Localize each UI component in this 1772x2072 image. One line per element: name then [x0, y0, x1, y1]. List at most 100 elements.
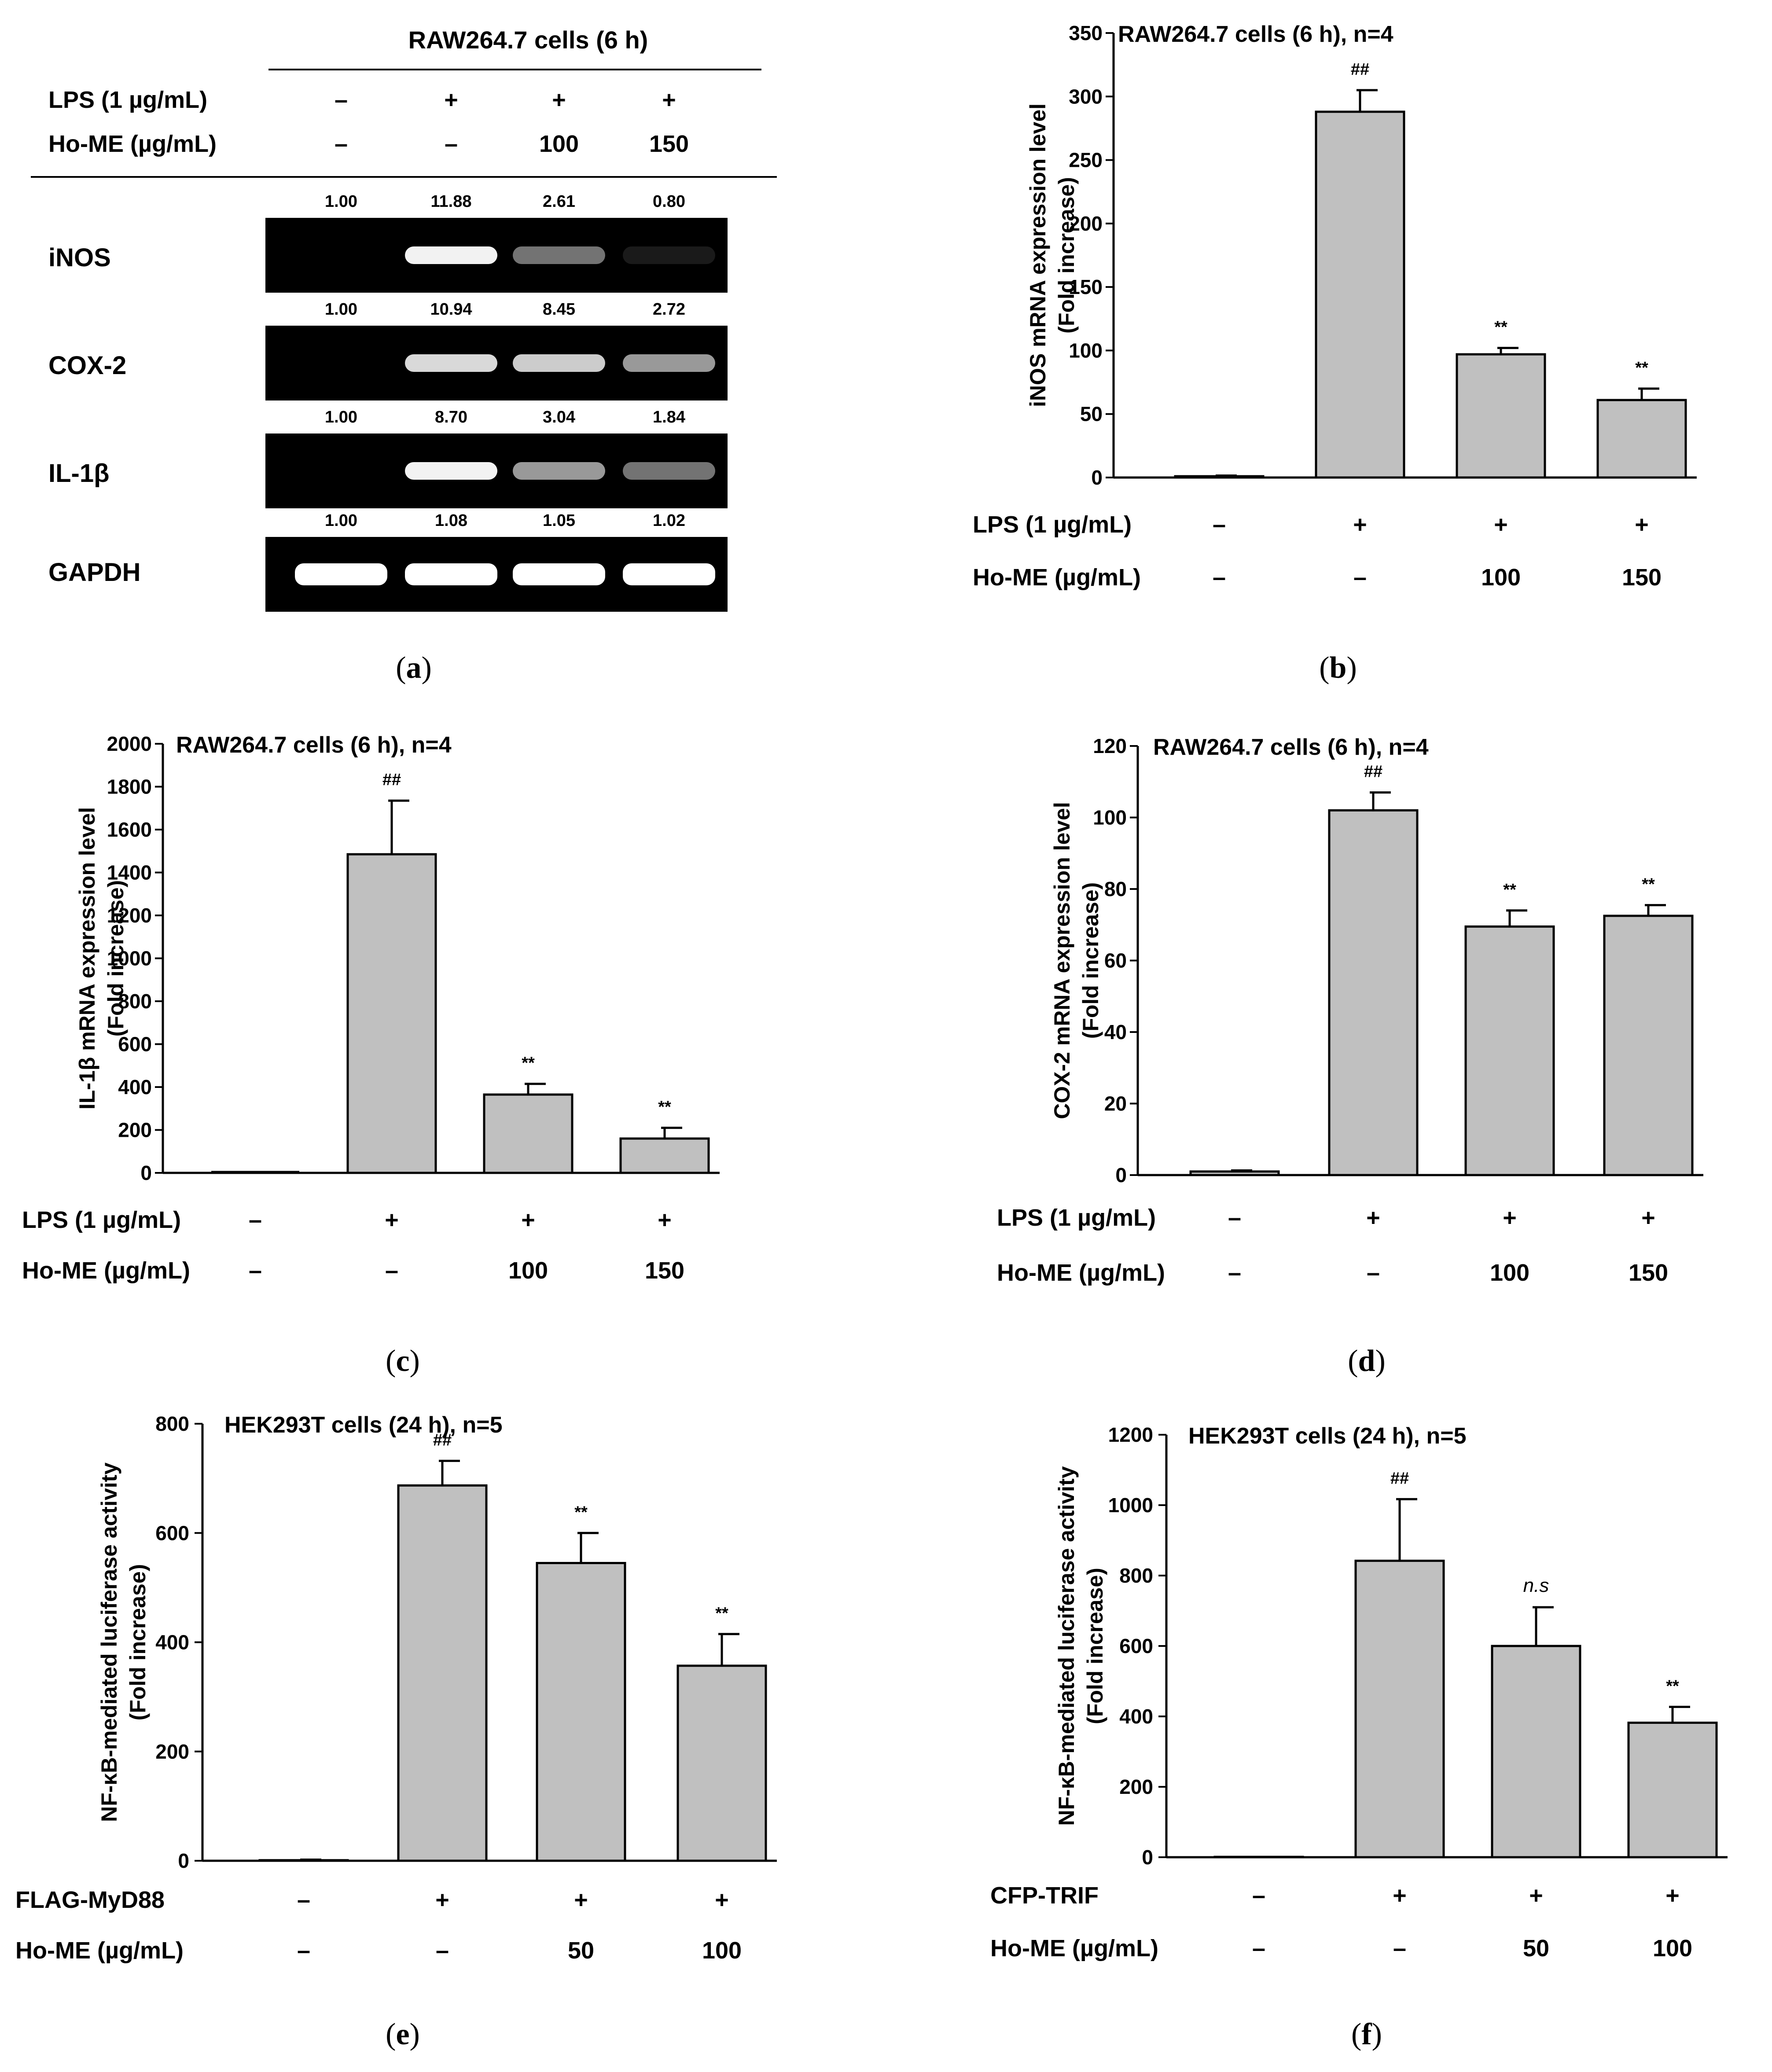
panel-caption: (c) — [386, 1344, 420, 1378]
chart-title: HEK293T cells (24 h), n=5 — [224, 1412, 503, 1438]
treatment-label: Ho-ME (µg/mL) — [15, 1937, 184, 1964]
panel-a-ratio-value: 1.00 — [325, 408, 357, 426]
panel-a-band — [513, 354, 605, 372]
panel-a-ratio-value: 0.80 — [653, 192, 685, 211]
y-tick-label: 150 — [1069, 276, 1103, 298]
panel-a-ratio-value: 1.08 — [435, 511, 467, 530]
panel-a-ratio-value: 1.00 — [325, 511, 357, 530]
panel-a-gene-label: COX-2 — [48, 351, 126, 380]
y-tick-label: 200 — [1069, 212, 1103, 235]
treatment-value: + — [1366, 1205, 1380, 1231]
y-tick-label: 1600 — [107, 818, 152, 841]
treatment-value: 150 — [645, 1257, 684, 1284]
y-tick-label: 400 — [118, 1076, 152, 1098]
treatment-value: + — [1641, 1205, 1655, 1231]
treatment-value: – — [1252, 1935, 1265, 1962]
treatment-label: Ho-ME (µg/mL) — [990, 1935, 1158, 1962]
bar — [1328, 809, 1419, 1176]
treatment-value: + — [435, 1887, 449, 1913]
y-axis-label: NF-κB-mediated luciferase activity — [1054, 1466, 1079, 1826]
panel-b: 0 50 100 150 200 250 300 350 RAW264.7 cells (6 h… — [973, 22, 1697, 591]
treatment-value: 50 — [568, 1937, 594, 1964]
significance-mark: ** — [522, 1054, 535, 1073]
panel-a-gene-label: iNOS — [48, 243, 111, 272]
panel-a-ratio-value: 2.61 — [543, 192, 575, 211]
y-tick-label: 0 — [1091, 466, 1103, 489]
treatment-label: FLAG-MyD88 — [15, 1887, 165, 1913]
treatment-label: Ho-ME (µg/mL) — [997, 1260, 1165, 1286]
y-tick-label: 1000 — [1108, 1494, 1153, 1517]
treatment-label: Ho-ME (µg/mL) — [22, 1257, 190, 1284]
treatment-label: LPS (1 µg/mL) — [22, 1207, 181, 1233]
panel-caption: (b) — [1319, 651, 1357, 685]
bar — [1627, 1721, 1718, 1859]
significance-mark: ** — [1666, 1677, 1679, 1695]
significance-mark: ## — [1351, 60, 1369, 79]
y-tick-label: 120 — [1093, 735, 1127, 757]
y-tick-label: 0 — [140, 1161, 152, 1184]
significance-mark: ** — [1503, 881, 1516, 899]
bar — [619, 1137, 710, 1174]
y-tick-label: 100 — [1093, 806, 1127, 829]
treatment-value: + — [1353, 511, 1367, 538]
y-tick-label: 1000 — [107, 947, 152, 970]
panel-a-treatment-value: 100 — [539, 131, 579, 157]
panel-a-ratio-value: 11.88 — [431, 192, 472, 211]
bar — [676, 1664, 767, 1862]
panel-a-treatment-value: – — [335, 87, 348, 113]
y-axis-label: (Fold increase) — [1054, 177, 1079, 334]
panel-a-treatment-value: – — [335, 131, 348, 157]
y-tick-label: 1200 — [1108, 1423, 1153, 1446]
panel-a-band — [623, 563, 715, 585]
panel-a-treatment-label: Ho-ME (µg/mL) — [48, 131, 217, 157]
panel-a-treatment-value: + — [444, 87, 458, 113]
panel-a-gene-label: GAPDH — [48, 558, 140, 587]
treatment-value: – — [249, 1207, 262, 1233]
panel-a-band — [405, 563, 497, 585]
treatment-value: + — [521, 1207, 535, 1233]
y-tick-label: 0 — [1142, 1846, 1153, 1869]
y-axis-label: COX-2 mRNA expression level — [1050, 802, 1074, 1119]
treatment-value: – — [1393, 1935, 1406, 1962]
y-tick-label: 300 — [1069, 85, 1103, 108]
y-tick-label: 400 — [155, 1631, 189, 1654]
panel-a-band — [623, 246, 715, 264]
bar — [397, 1484, 488, 1862]
treatment-value: – — [1213, 564, 1226, 591]
treatment-value: – — [385, 1257, 398, 1284]
panel-a-band — [513, 246, 605, 264]
panel-d: 0 20 40 60 80 100 120 RAW264.7 cells (6 h), n=4… — [997, 735, 1703, 1286]
chart-title: HEK293T cells (24 h), n=5 — [1188, 1423, 1467, 1449]
treatment-value: + — [1494, 511, 1508, 538]
y-tick-label: 600 — [155, 1521, 189, 1544]
significance-mark: ## — [1390, 1469, 1409, 1488]
y-tick-label: 2000 — [107, 732, 152, 755]
panel-e: 0 200 400 600 800 HEK293T cells (24 h), n=5 NF… — [15, 1412, 777, 1964]
panel-f: 0 200 400 600 800 1000 1200 HEK293T cells (24 h… — [990, 1423, 1728, 1962]
treatment-value: – — [1367, 1260, 1380, 1286]
treatment-value: + — [1635, 511, 1649, 538]
bar — [346, 853, 437, 1174]
panel-c: 0 200 400 600 800 1000 1200 1400 1600 1800 2000 RAW… — [22, 732, 720, 1284]
y-tick-label: 0 — [178, 1849, 189, 1872]
treatment-value: + — [1393, 1882, 1407, 1909]
bar — [1603, 915, 1694, 1176]
significance-mark: ** — [658, 1098, 671, 1117]
panel-a-ratio-value: 8.45 — [543, 300, 575, 319]
treatment-label: LPS (1 µg/mL) — [997, 1205, 1156, 1231]
treatment-value: – — [1228, 1205, 1241, 1231]
panel-a-band — [405, 246, 497, 264]
panel-a-treatment-label: LPS (1 µg/mL) — [48, 87, 207, 113]
treatment-value: + — [1503, 1205, 1517, 1231]
y-tick-label: 1800 — [107, 775, 152, 798]
panel-a-band — [513, 462, 605, 480]
panel-a-band — [623, 354, 715, 372]
treatment-value: – — [1213, 511, 1226, 538]
panel-caption: (e) — [386, 2017, 420, 2051]
y-axis-label: (Fold increase) — [125, 1564, 150, 1721]
treatment-value: + — [1665, 1882, 1680, 1909]
panel-a-band — [405, 462, 497, 480]
y-tick-label: 350 — [1069, 22, 1103, 44]
treatment-value: 150 — [1622, 564, 1662, 591]
treatment-value: 50 — [1523, 1935, 1549, 1962]
